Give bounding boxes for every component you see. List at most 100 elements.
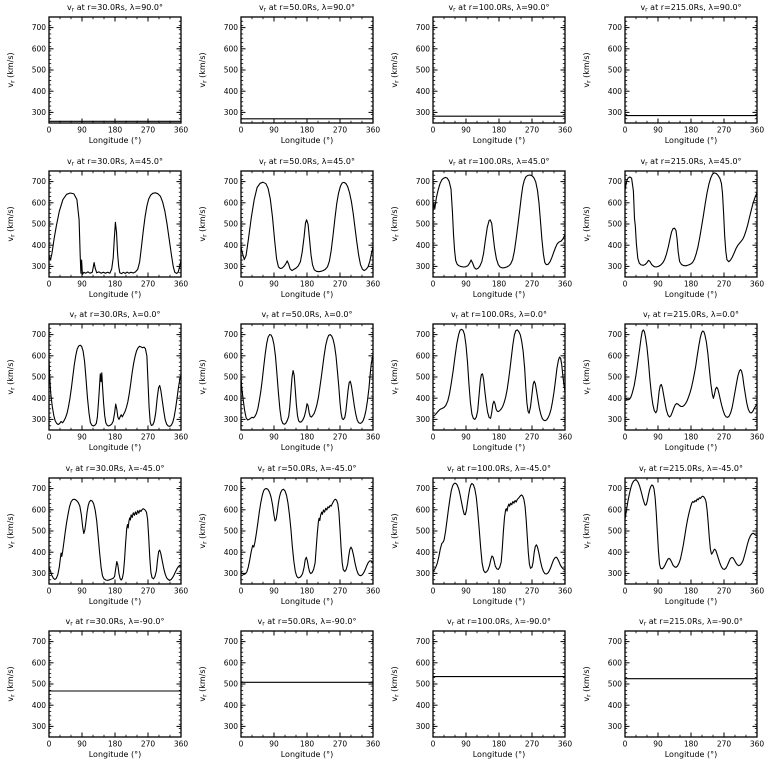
y-tick-label: 300 bbox=[32, 722, 47, 731]
y-axis-label: vr (km/s) bbox=[390, 52, 401, 87]
y-tick-label: 300 bbox=[608, 569, 623, 578]
subplot-title: vr at r=30.0Rs, λ=90.0° bbox=[67, 3, 163, 14]
y-tick-label: 400 bbox=[416, 548, 431, 557]
x-tick-label: 360 bbox=[750, 125, 765, 134]
velocity-curve bbox=[240, 487, 374, 579]
subplot-r30.0-lat-90.0: vr at r=30.0Rs, λ=-90.0° 0 90 180 270 360 300 4… bbox=[6, 617, 188, 759]
y-axis-label: vr (km/s) bbox=[198, 513, 209, 548]
x-tick-label: 270 bbox=[717, 279, 732, 288]
y-tick-label: 300 bbox=[416, 722, 431, 731]
y-tick-label: 700 bbox=[416, 638, 431, 647]
y-tick-label: 500 bbox=[416, 219, 431, 228]
subplot-title: vr at r=50.0Rs, λ=-45.0° bbox=[258, 464, 357, 475]
x-tick-label: 180 bbox=[108, 586, 123, 595]
y-axis-label: vr (km/s) bbox=[198, 667, 209, 702]
y-axis-label: vr (km/s) bbox=[6, 360, 17, 395]
y-axis-label: vr (km/s) bbox=[390, 360, 401, 395]
x-tick-label: 90 bbox=[77, 740, 87, 749]
y-axis-label: vr (km/s) bbox=[582, 52, 593, 87]
x-axis-label: Longitude (°) bbox=[473, 443, 525, 452]
x-tick-label: 270 bbox=[525, 433, 540, 442]
x-tick-label: 360 bbox=[558, 586, 573, 595]
x-tick-label: 270 bbox=[717, 586, 732, 595]
y-tick-label: 700 bbox=[608, 484, 623, 493]
y-tick-label: 700 bbox=[608, 23, 623, 32]
x-tick-label: 0 bbox=[47, 740, 52, 749]
x-tick-label: 360 bbox=[366, 279, 381, 288]
y-tick-label: 300 bbox=[32, 262, 47, 271]
x-tick-label: 0 bbox=[239, 279, 244, 288]
y-axis-label: vr (km/s) bbox=[582, 667, 593, 702]
y-axis-label: vr (km/s) bbox=[198, 52, 209, 87]
subplot-r50.0-lat45.0: vr at r=50.0Rs, λ=45.0° 0 90 180 270 360 300 40… bbox=[198, 157, 381, 299]
subplot-title: vr at r=215.0Rs, λ=-90.0° bbox=[639, 617, 743, 628]
y-axis-label: vr (km/s) bbox=[198, 206, 209, 241]
x-tick-label: 180 bbox=[300, 279, 315, 288]
x-axis-label: Longitude (°) bbox=[89, 750, 141, 759]
y-tick-label: 700 bbox=[32, 484, 47, 493]
x-axis-label: Longitude (°) bbox=[281, 750, 333, 759]
velocity-curve bbox=[432, 482, 566, 575]
x-tick-label: 270 bbox=[333, 433, 348, 442]
x-tick-label: 180 bbox=[684, 125, 699, 134]
x-tick-label: 180 bbox=[300, 740, 315, 749]
x-tick-label: 90 bbox=[77, 279, 87, 288]
x-tick-label: 90 bbox=[461, 433, 471, 442]
x-tick-label: 270 bbox=[525, 279, 540, 288]
y-tick-label: 700 bbox=[224, 23, 239, 32]
subplot-title: vr at r=30.0Rs, λ=45.0° bbox=[67, 157, 163, 168]
y-tick-label: 400 bbox=[224, 394, 239, 403]
plot-box bbox=[48, 323, 182, 431]
subplot-r215.0-lat45.0: vr at r=215.0Rs, λ=45.0° 0 90 180 270 360 300 4… bbox=[582, 157, 764, 299]
x-tick-label: 0 bbox=[623, 125, 628, 134]
y-tick-label: 500 bbox=[416, 373, 431, 382]
y-tick-label: 600 bbox=[224, 198, 239, 207]
subplot-title: vr at r=215.0Rs, λ=45.0° bbox=[640, 157, 741, 168]
y-tick-label: 400 bbox=[32, 701, 47, 710]
y-tick-label: 600 bbox=[32, 198, 47, 207]
y-tick-label: 700 bbox=[416, 177, 431, 186]
plot-box bbox=[624, 16, 758, 124]
x-tick-label: 180 bbox=[492, 125, 507, 134]
y-tick-label: 700 bbox=[32, 23, 47, 32]
plot-box bbox=[432, 630, 566, 739]
y-tick-label: 600 bbox=[224, 352, 239, 361]
y-tick-label: 400 bbox=[608, 240, 623, 249]
x-tick-label: 180 bbox=[300, 125, 315, 134]
x-tick-label: 90 bbox=[77, 586, 87, 595]
y-tick-label: 700 bbox=[416, 23, 431, 32]
y-tick-label: 500 bbox=[416, 66, 431, 75]
plot-box bbox=[432, 16, 566, 124]
x-tick-label: 0 bbox=[431, 433, 436, 442]
y-axis-label: vr (km/s) bbox=[582, 360, 593, 395]
subplot-r100.0-lat90.0: vr at r=100.0Rs, λ=90.0° 0 90 180 270 360 300 4… bbox=[390, 3, 572, 145]
velocity-curve bbox=[624, 329, 758, 419]
x-tick-label: 0 bbox=[239, 586, 244, 595]
x-tick-label: 360 bbox=[750, 740, 765, 749]
y-tick-label: 300 bbox=[416, 108, 431, 117]
y-tick-label: 500 bbox=[32, 373, 47, 382]
x-tick-label: 90 bbox=[461, 586, 471, 595]
y-tick-label: 600 bbox=[224, 505, 239, 514]
y-tick-label: 500 bbox=[608, 219, 623, 228]
x-tick-label: 180 bbox=[108, 433, 123, 442]
x-tick-label: 0 bbox=[431, 586, 436, 595]
y-tick-label: 300 bbox=[32, 569, 47, 578]
subplot-title: vr at r=100.0Rs, λ=-45.0° bbox=[447, 464, 551, 475]
y-tick-label: 700 bbox=[32, 638, 47, 647]
subplot-r100.0-lat-45.0: vr at r=100.0Rs, λ=-45.0° 0 90 180 270 360 300… bbox=[390, 464, 573, 606]
y-tick-label: 600 bbox=[416, 659, 431, 668]
x-tick-label: 0 bbox=[623, 740, 628, 749]
velocity-curve bbox=[432, 328, 566, 422]
subplot-title: vr at r=215.0Rs, λ=0.0° bbox=[643, 310, 739, 321]
velocity-curve bbox=[624, 171, 758, 268]
y-tick-label: 700 bbox=[224, 484, 239, 493]
y-tick-label: 700 bbox=[608, 177, 623, 186]
x-tick-label: 270 bbox=[717, 433, 732, 442]
x-tick-label: 270 bbox=[333, 125, 348, 134]
x-axis-label: Longitude (°) bbox=[665, 750, 717, 759]
x-axis-label: Longitude (°) bbox=[281, 443, 333, 452]
x-tick-label: 360 bbox=[174, 586, 189, 595]
subplot-r30.0-lat-45.0: vr at r=30.0Rs, λ=-45.0° 0 90 180 270 360 300 4… bbox=[6, 464, 189, 606]
